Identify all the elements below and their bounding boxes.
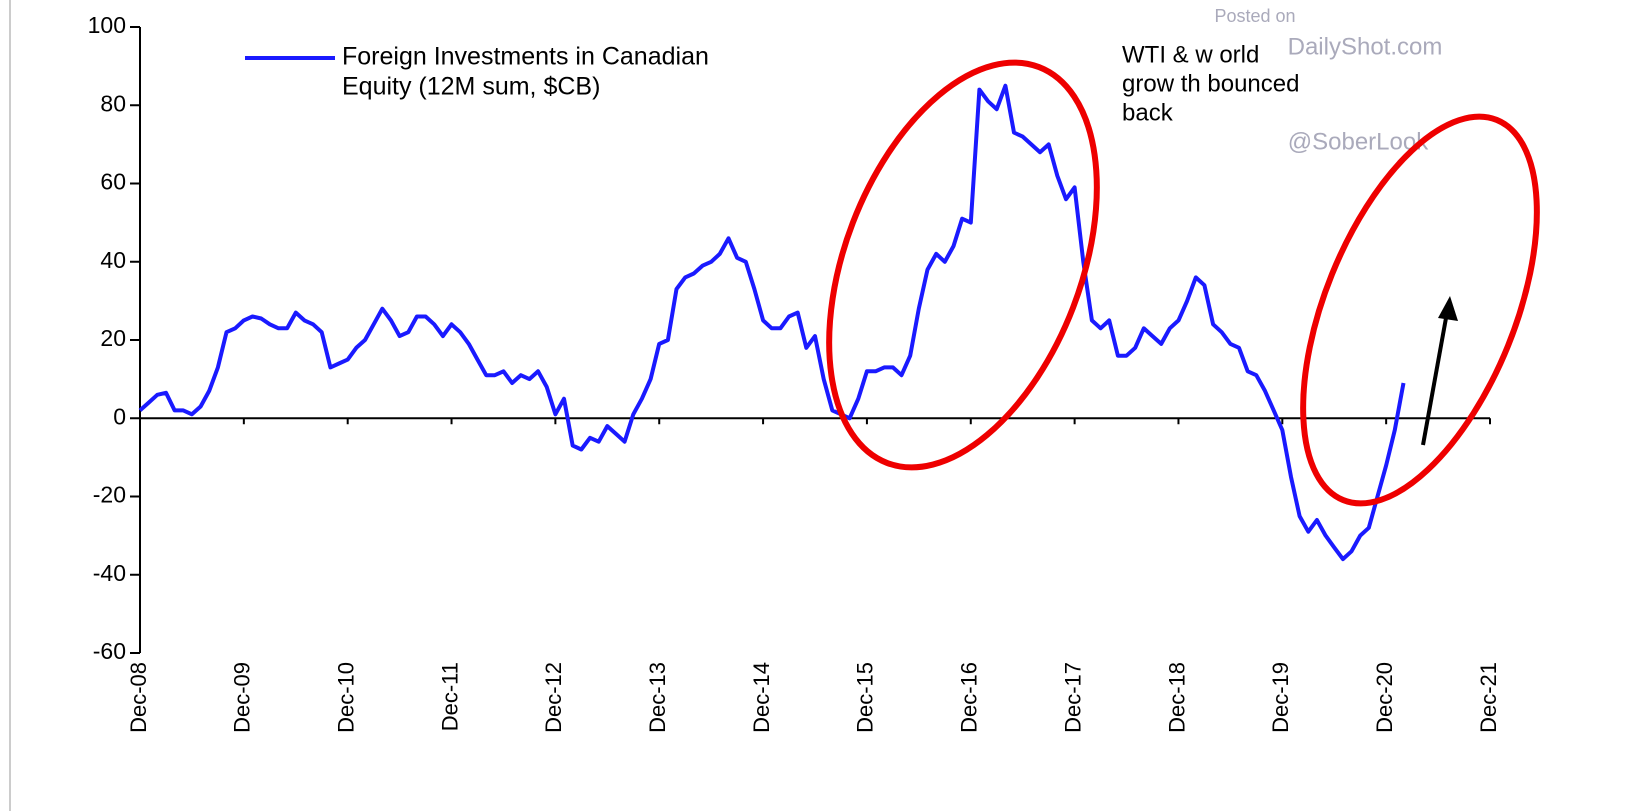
watermark: @SoberLook <box>1288 128 1429 155</box>
watermark: Posted on <box>1214 6 1295 26</box>
watermark: DailyShot.com <box>1288 33 1443 60</box>
legend-label: Foreign Investments in Canadian <box>342 43 709 71</box>
x-tick-label: Dec-10 <box>334 662 359 733</box>
x-tick-label: Dec-11 <box>437 662 462 731</box>
y-tick-label: 20 <box>100 325 126 351</box>
annotation: WTI & w orld <box>1122 41 1259 68</box>
plot: -60 -40 -20 0 20 40 60 80 100 Dec-08 Dec-09 Dec-10 D… <box>88 12 1501 733</box>
series-line <box>138 83 1406 562</box>
y-tick-label: -40 <box>93 560 126 586</box>
x-tick-label: Dec-20 <box>1372 662 1397 733</box>
y-tick-label: 0 <box>113 403 126 429</box>
legend-label: Equity (12M sum, $CB) <box>342 73 600 101</box>
x-tick-label: Dec-08 <box>126 662 151 733</box>
highlight-ellipse <box>1300 113 1540 507</box>
x-tick-label: Dec-16 <box>957 662 982 733</box>
x-tick-label: Dec-17 <box>1060 662 1085 733</box>
y-tick-label: 100 <box>88 12 126 38</box>
x-tick-label: Dec-19 <box>1268 662 1293 733</box>
x-tick-label: Dec-15 <box>853 662 878 733</box>
x-tick-label: Dec-12 <box>541 662 566 733</box>
arrow <box>1421 317 1448 446</box>
x-tick-label: Dec-14 <box>749 662 774 733</box>
x-tick-label: Dec-18 <box>1164 662 1189 733</box>
annotation: grow th bounced <box>1122 70 1299 97</box>
y-tick-label: 60 <box>100 169 126 195</box>
y-tick-label: -20 <box>93 482 126 508</box>
y-tick-label: 80 <box>100 90 126 116</box>
x-tick-label: Dec-09 <box>230 662 255 733</box>
annotation: back <box>1122 99 1174 126</box>
x-tick-label: Dec-21 <box>1476 662 1501 733</box>
x-tick-label: Dec-13 <box>645 662 670 733</box>
arrow-head <box>1438 296 1458 321</box>
y-tick-label: 40 <box>100 247 126 273</box>
y-tick-label: -60 <box>93 638 126 664</box>
highlight-ellipse <box>826 59 1100 471</box>
